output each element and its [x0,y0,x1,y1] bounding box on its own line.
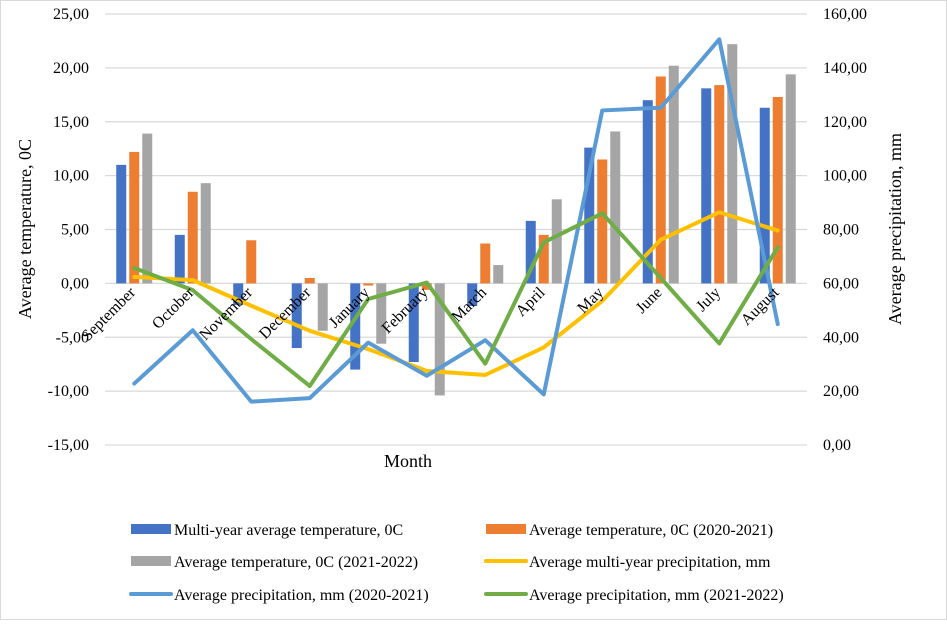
bar [304,277,315,284]
y-tick-label: 10,00 [53,168,89,185]
legend-label: Average temperature, 0C (2020-2021) [529,522,773,539]
bar [408,283,419,363]
gridlines [105,13,807,446]
category-label: October [149,284,198,333]
bar [668,65,679,284]
legend-label: Average precipitation, mm (2021-2022) [529,587,784,604]
bar [129,151,140,284]
bar [174,234,185,284]
bar [291,283,302,349]
y2-tick-label: 100,00 [823,168,867,185]
bar [116,164,127,284]
series-line [132,211,780,389]
bar [421,283,432,290]
line-series [132,37,780,404]
series-line [132,210,780,377]
bar [142,133,153,284]
category-label: July [693,284,724,315]
bar [759,107,770,284]
y2-tick-label: 140,00 [823,60,867,77]
y-axis-title: Average temperature, 0C [15,139,35,319]
bar [246,240,257,284]
bar [233,283,244,305]
y-tick-label: -10,00 [48,383,89,400]
bar [525,220,536,284]
y-tick-label: 15,00 [53,114,89,131]
legend-swatch [131,556,171,566]
bar [597,159,608,284]
bar [363,283,374,286]
legend-label: Multi-year average temperature, 0C [174,522,403,539]
bar [642,100,653,284]
bar [785,74,796,284]
left-axis-ticks: -15,00 -10,00 -5,00 0,00 5,00 10,00 15,00 20,00… [48,6,89,454]
bar [714,85,725,284]
y-tick-label: 0,00 [61,275,89,292]
y2-tick-label: 40,00 [823,329,859,346]
legend-swatch [131,524,171,534]
bar [376,283,387,344]
y-tick-label: -15,00 [48,437,89,454]
bar [538,234,549,284]
bar [701,88,712,284]
y2-tick-label: 20,00 [823,383,859,400]
category-label: May [574,284,607,317]
y2-tick-label: 80,00 [823,222,859,239]
category-label: April [513,284,549,320]
y2-tick-label: 0,00 [823,437,851,454]
y-tick-label: 25,00 [53,6,89,23]
bar [772,96,783,284]
bar [350,283,361,370]
right-axis-ticks: 0,00 20,00 40,00 60,00 80,00 100,00 120,00 140,… [823,6,867,454]
y-tick-label: 5,00 [61,222,89,239]
y-tick-label: -5,00 [56,329,89,346]
bar [610,131,621,284]
bar [584,147,595,284]
bar-series [116,44,796,396]
legend-label: Average precipitation, mm (2020-2021) [174,587,429,604]
bar [187,191,198,284]
legend-swatch [486,524,526,534]
bar [434,283,445,396]
series-line [132,37,780,404]
y-tick-label: 20,00 [53,60,89,77]
category-label: September [79,284,140,345]
bar [493,265,504,284]
category-label: June [633,284,666,317]
bar [480,243,491,284]
y2-tick-label: 60,00 [823,275,859,292]
bar [551,199,562,284]
x-axis-title: Month [384,451,432,471]
y2-tick-label: 160,00 [823,6,867,23]
y2-axis-title: Average precipitation, mm [885,133,905,325]
bar [200,183,211,284]
legend-label: Average multi-year precipitation, mm [529,554,771,571]
bar [727,44,738,284]
bar [655,76,666,284]
bar [467,283,478,307]
legend: Multi-year average temperature, 0C Averag… [129,522,784,604]
legend-label: Average temperature, 0C (2021-2022) [174,554,418,571]
y2-tick-label: 120,00 [823,114,867,131]
bar [317,283,328,331]
